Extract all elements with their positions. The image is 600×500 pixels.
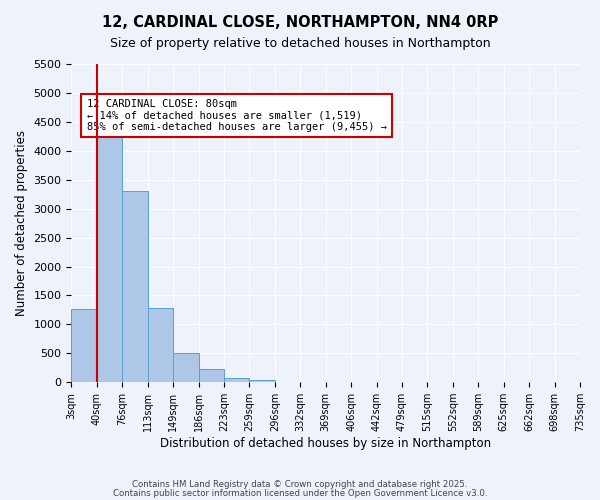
Bar [122,190,148,382]
Bar [250,380,275,382]
Text: Contains public sector information licensed under the Open Government Licence v3: Contains public sector information licen… [113,488,487,498]
Text: Contains HM Land Registry data © Crown copyright and database right 2025.: Contains HM Land Registry data © Crown c… [132,480,468,489]
Bar [199,368,224,382]
Text: 12, CARDINAL CLOSE, NORTHAMPTON, NN4 0RP: 12, CARDINAL CLOSE, NORTHAMPTON, NN4 0RP [102,15,498,30]
Bar [71,308,97,382]
Bar [148,308,173,382]
Bar [97,129,122,382]
Y-axis label: Number of detached properties: Number of detached properties [15,130,28,316]
X-axis label: Distribution of detached houses by size in Northampton: Distribution of detached houses by size … [160,437,491,450]
Text: Size of property relative to detached houses in Northampton: Size of property relative to detached ho… [110,38,490,51]
Text: 12 CARDINAL CLOSE: 80sqm
← 14% of detached houses are smaller (1,519)
85% of sem: 12 CARDINAL CLOSE: 80sqm ← 14% of detach… [86,99,386,132]
Bar [224,378,250,382]
Bar [173,353,199,382]
